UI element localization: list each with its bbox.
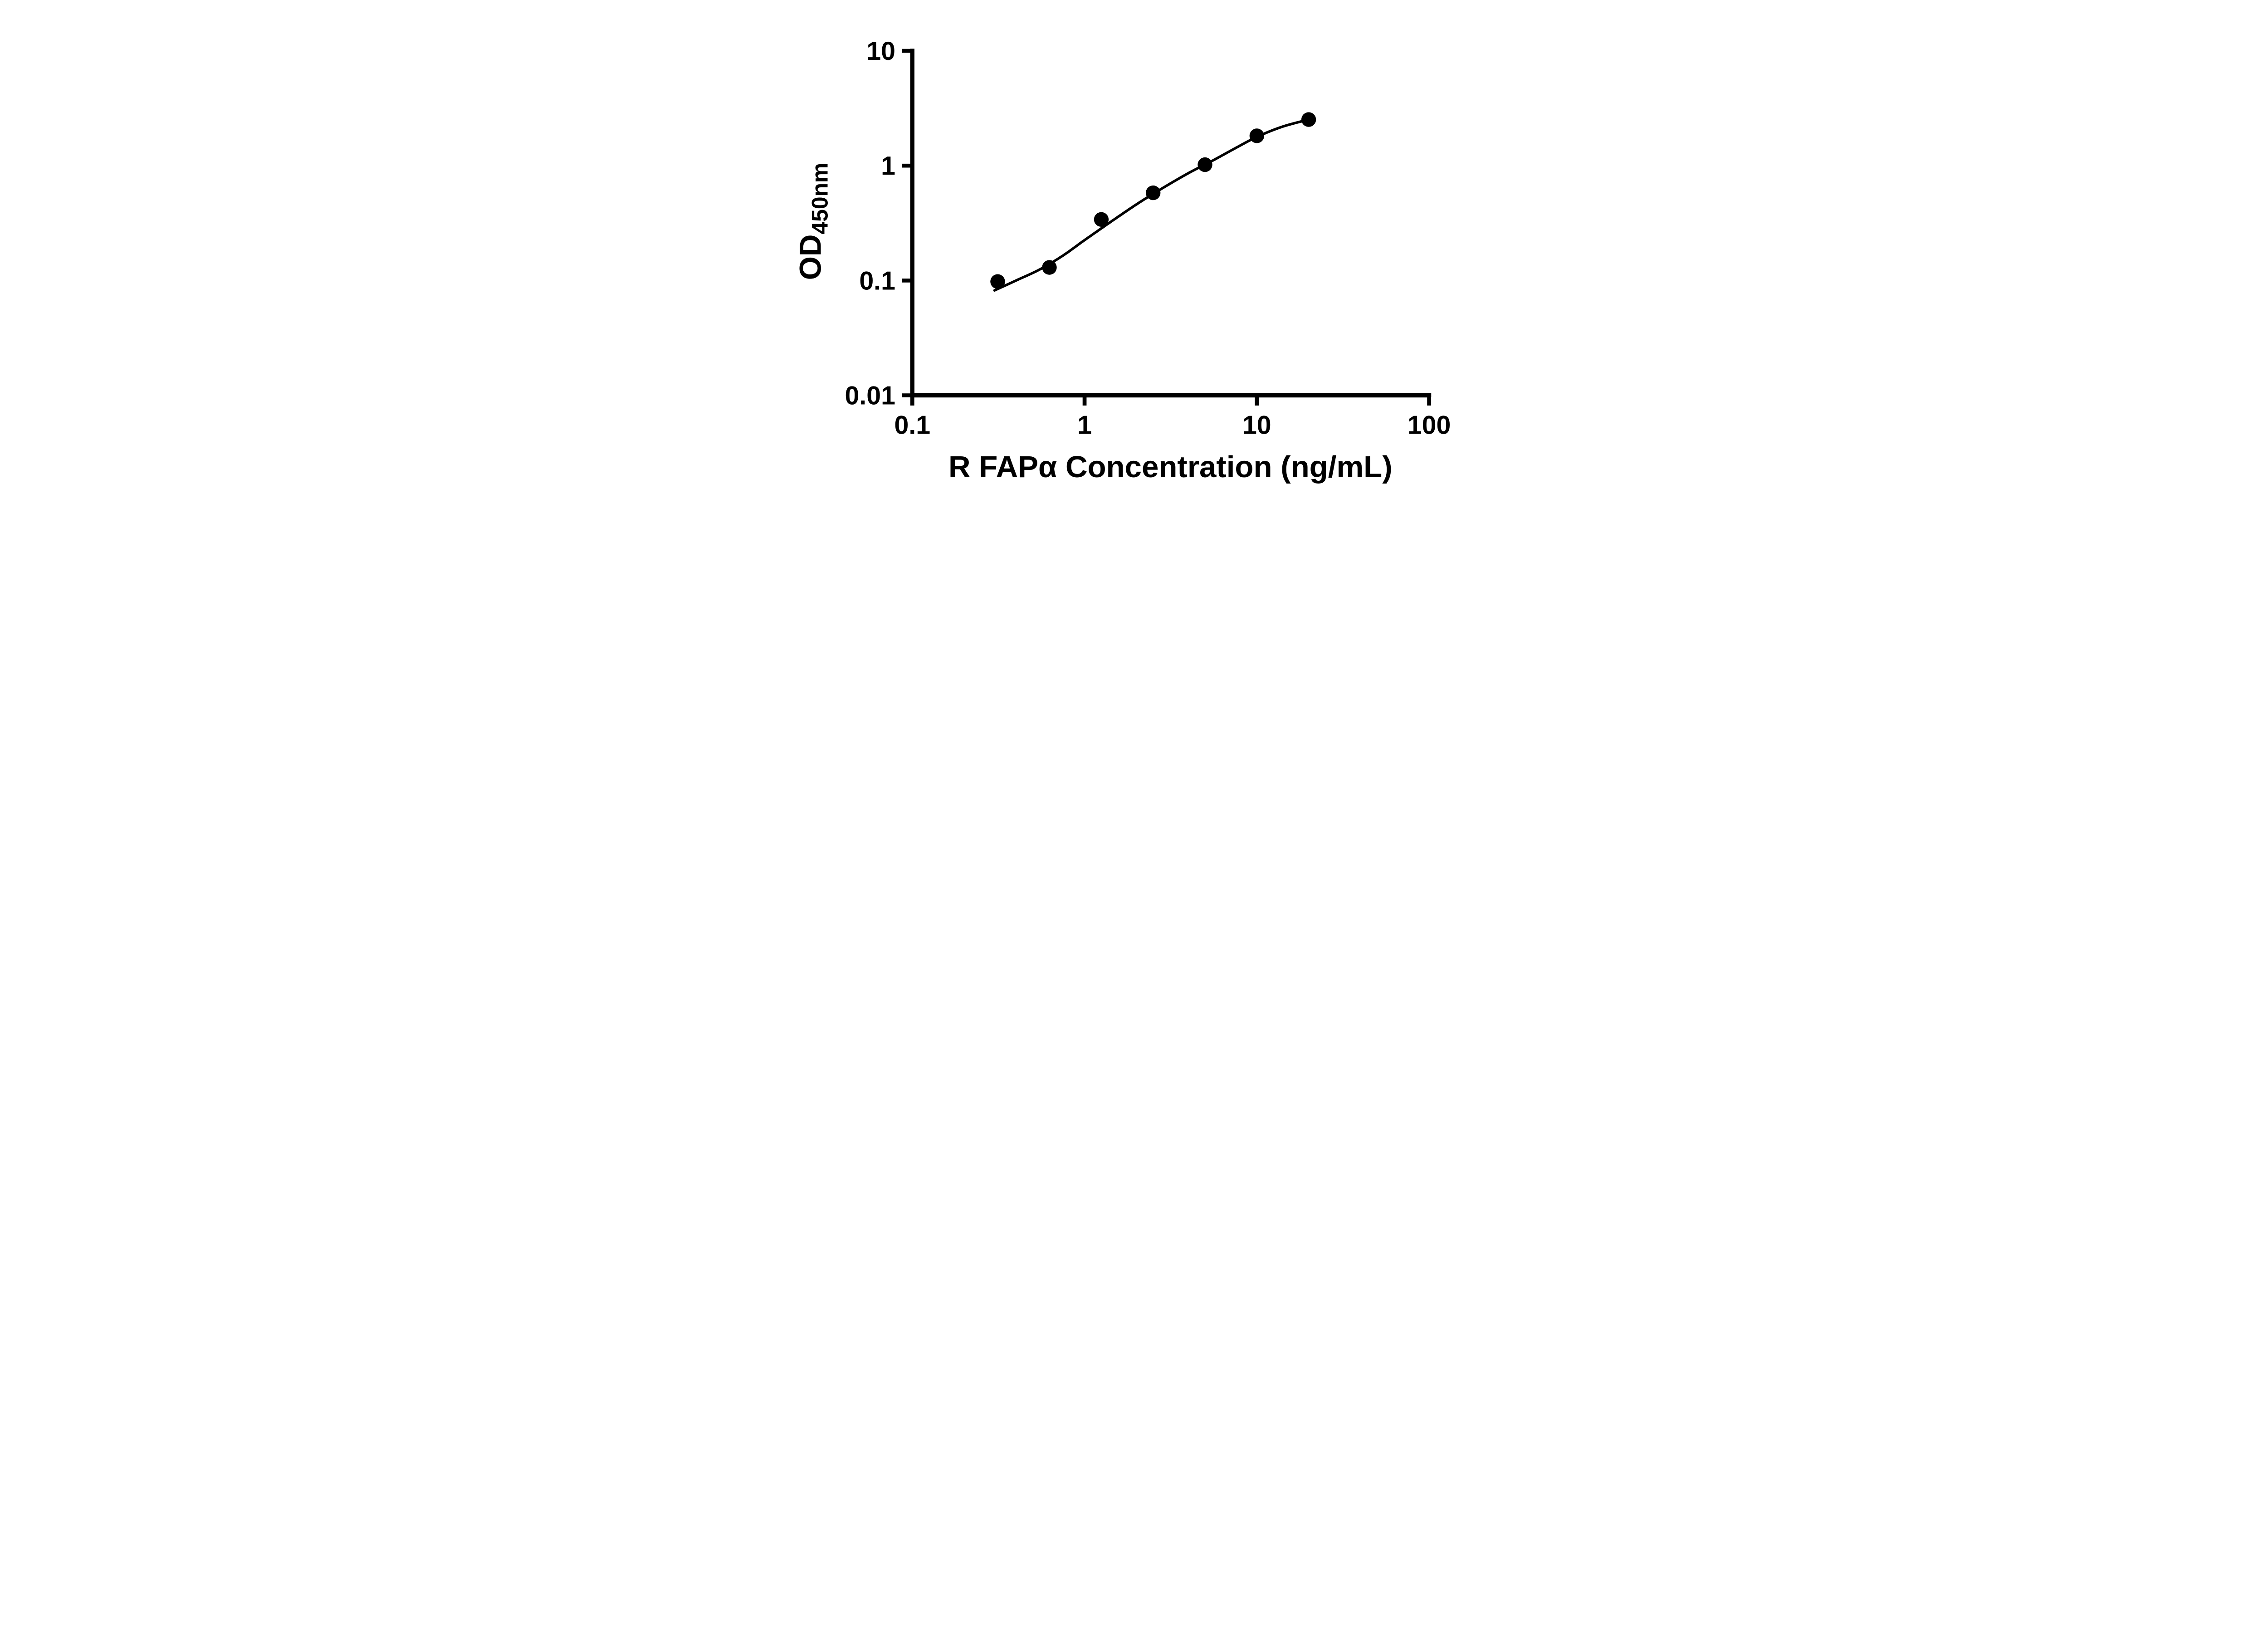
x-axis-title: R FAPα Concentration (ng/mL) — [948, 450, 1393, 484]
data-points — [990, 112, 1316, 289]
x-axis-ticks: 0.1 1 10 100 — [894, 395, 1451, 440]
data-point-marker — [1249, 128, 1265, 143]
y-tick-label: 0.01 — [845, 381, 895, 411]
y-axis-title-main: OD — [794, 235, 828, 280]
x-tick-label: 10 — [1242, 411, 1271, 440]
fit-curve-line — [993, 118, 1310, 292]
elisa-standard-curve-figure: 0.1 1 10 100 10 1 0.1 0.01 R FAPα Concentratio… — [771, 0, 1497, 508]
fit-curve — [993, 118, 1310, 292]
axes — [910, 49, 1432, 398]
x-tick-label: 100 — [1408, 411, 1451, 440]
y-tick-label: 10 — [866, 37, 895, 66]
x-tick-label: 1 — [1077, 411, 1092, 440]
data-point-marker — [1042, 260, 1057, 275]
data-point-marker — [990, 274, 1005, 289]
y-tick-label: 0.1 — [859, 266, 895, 295]
data-point-marker — [1198, 157, 1212, 172]
x-tick-label: 0.1 — [894, 411, 930, 440]
data-point-marker — [1146, 185, 1161, 200]
y-axis-title: OD450nm — [794, 163, 833, 280]
data-point-marker — [1094, 212, 1109, 227]
y-tick-label: 1 — [881, 152, 895, 181]
data-point-marker — [1301, 112, 1316, 127]
y-axis-title-sub: 450nm — [807, 163, 833, 235]
axis-spine — [910, 49, 1432, 398]
y-axis-ticks: 10 1 0.1 0.01 — [845, 37, 913, 411]
